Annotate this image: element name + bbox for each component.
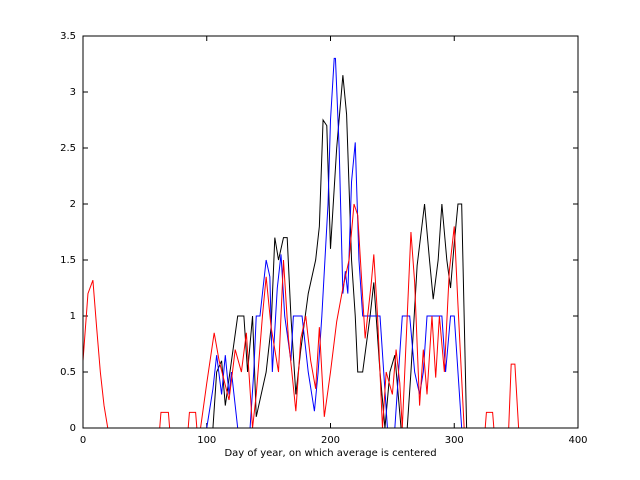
y-tick-label: 3.5 xyxy=(60,31,76,42)
plot-area xyxy=(83,36,578,428)
y-tick-label: 0 xyxy=(70,423,76,434)
x-tick-label: 100 xyxy=(197,435,216,446)
x-tick-label: 300 xyxy=(445,435,464,446)
y-tick-label: 2.5 xyxy=(60,143,76,154)
y-tick-label: 0.5 xyxy=(60,367,76,378)
x-axis-label: Day of year, on which average is centere… xyxy=(224,448,436,459)
series-line xyxy=(82,203,578,429)
axes-box xyxy=(82,35,579,429)
y-tick-label: 1 xyxy=(70,311,76,322)
y-tick-label: 1.5 xyxy=(60,255,76,266)
x-tick-label: 400 xyxy=(568,435,587,446)
x-tick-label: 200 xyxy=(321,435,340,446)
y-tick-label: 2 xyxy=(70,199,76,210)
x-tick-label: 0 xyxy=(80,435,86,446)
y-tick-label: 3 xyxy=(70,87,76,98)
series-line xyxy=(83,75,578,429)
